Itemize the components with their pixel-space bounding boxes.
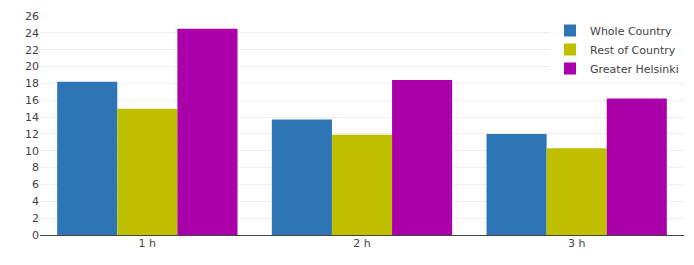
svg-text:16: 16: [25, 94, 39, 107]
svg-text:3 h: 3 h: [568, 237, 585, 250]
svg-text:20: 20: [25, 60, 39, 73]
svg-text:4: 4: [32, 195, 39, 208]
svg-text:Whole Country: Whole Country: [590, 25, 672, 38]
svg-text:24: 24: [25, 27, 39, 40]
svg-text:Greater Helsinki: Greater Helsinki: [590, 63, 679, 76]
svg-text:12: 12: [25, 128, 39, 141]
svg-text:6: 6: [32, 178, 39, 191]
svg-text:2: 2: [32, 212, 39, 225]
svg-text:0: 0: [32, 229, 39, 242]
svg-text:2 h: 2 h: [353, 237, 370, 250]
svg-text:1 h: 1 h: [139, 237, 156, 250]
svg-text:14: 14: [25, 111, 39, 124]
svg-text:22: 22: [25, 44, 39, 57]
svg-text:8: 8: [32, 161, 39, 174]
svg-text:10: 10: [25, 145, 39, 158]
svg-text:18: 18: [25, 77, 39, 90]
svg-text:Rest of Country: Rest of Country: [590, 44, 676, 57]
svg-text:26: 26: [25, 10, 39, 23]
